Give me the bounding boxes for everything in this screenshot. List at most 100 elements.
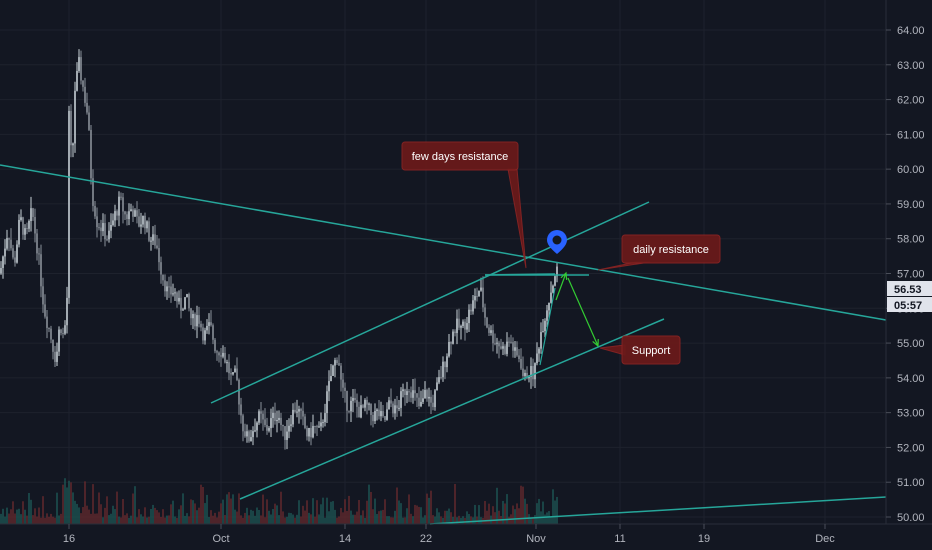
candle-body [90,129,92,179]
volume-bar [274,503,276,524]
candle-body [180,297,182,311]
candle-body [480,287,482,291]
candle-body [174,292,176,294]
volume-bar [442,517,444,524]
volume-bar [476,516,478,524]
volume-bar [174,516,176,524]
volume-bar [448,508,450,524]
candle-body [156,245,158,249]
volume-bar [248,515,250,524]
candle-body [516,347,518,356]
candle-body [68,110,70,298]
candle-body [354,397,356,401]
candle-body [118,196,120,216]
time-axis[interactable]: 16 Oct 14 22 Nov 11 19 Dec [63,524,835,545]
volume-bar [502,500,504,524]
volume-bar [306,500,308,524]
volume-bar [546,512,548,524]
volume-bar [70,482,72,524]
volume-bar [458,515,460,524]
price-axis[interactable]: 64.00 63.00 62.00 61.00 60.00 59.00 58.00 57.00… [886,25,925,524]
candle-body [74,90,76,144]
candle-body [128,211,130,220]
volume-bar [392,517,394,524]
candle-body [38,253,40,255]
candle-body [274,412,276,422]
volume-bar [4,516,6,524]
trend-line[interactable] [484,273,556,276]
candle-body [404,389,406,396]
candle-body [136,210,138,217]
volume-bar [78,507,80,524]
callout-0[interactable]: few days resistance [401,141,527,269]
candle-body [304,416,306,428]
volume-bar [128,517,130,524]
candle-body [470,309,472,312]
volume-bar [332,501,334,524]
trend-line[interactable] [239,318,665,500]
volume-bar [374,498,376,524]
volume-bar [444,510,446,524]
price-tick-label: 61.00 [897,129,925,141]
volume-bar [214,512,216,524]
trend-line[interactable] [210,201,650,404]
candle-body [32,208,34,217]
trend-lines [0,164,887,525]
volume-bar [492,506,494,524]
volume-bar [170,504,172,524]
candle-body [364,399,366,408]
volume-bar [56,492,58,524]
volume-bar [54,517,56,524]
projection-arrow [567,277,599,347]
volume-bar [422,517,424,524]
candle-body [268,428,270,431]
trend-line[interactable] [429,496,887,525]
volume-bar [176,517,178,524]
volume-bar [402,517,404,524]
volume-bar [244,512,246,524]
volume-bar [122,498,124,524]
candle-body [30,208,32,221]
candle-body [262,413,264,420]
volume-bar [366,500,368,524]
candle-body [158,248,160,263]
candle-body [96,216,98,228]
volume-bar [262,494,264,524]
candle-body [58,329,60,352]
callout-1[interactable]: daily resistance [597,234,721,271]
candle-body [418,397,420,407]
trend-line[interactable] [539,287,556,366]
volume-bar [88,509,90,524]
volume-bar [100,504,102,524]
callout-text: few days resistance [412,151,509,163]
price-tick-label: 63.00 [897,60,925,72]
volume-bar [2,508,4,524]
volume-bar [396,487,398,524]
candle-body [386,409,388,420]
trend-line[interactable] [0,164,887,321]
candle-body [300,409,302,411]
grid-lines [0,0,886,524]
candle-body [498,342,500,347]
candle-body [486,317,488,328]
time-tick-label: Nov [526,533,546,545]
volume-bar [30,499,32,524]
volume-bar [84,481,86,524]
volume-bar [50,513,52,524]
candle-body [132,209,134,217]
volume-bar [520,485,522,524]
volume-bar [364,517,366,524]
candle-body [258,411,260,423]
volume-bar [132,493,134,524]
volume-bar [80,513,82,524]
candle-body [288,425,290,432]
callout-2[interactable]: Support [599,335,681,365]
volume-bar [468,513,470,524]
arrow-head-icon [592,338,599,348]
volume-bar [238,493,240,524]
volume-bar [276,505,278,524]
candle-body [104,223,106,240]
candle-body [254,430,256,432]
